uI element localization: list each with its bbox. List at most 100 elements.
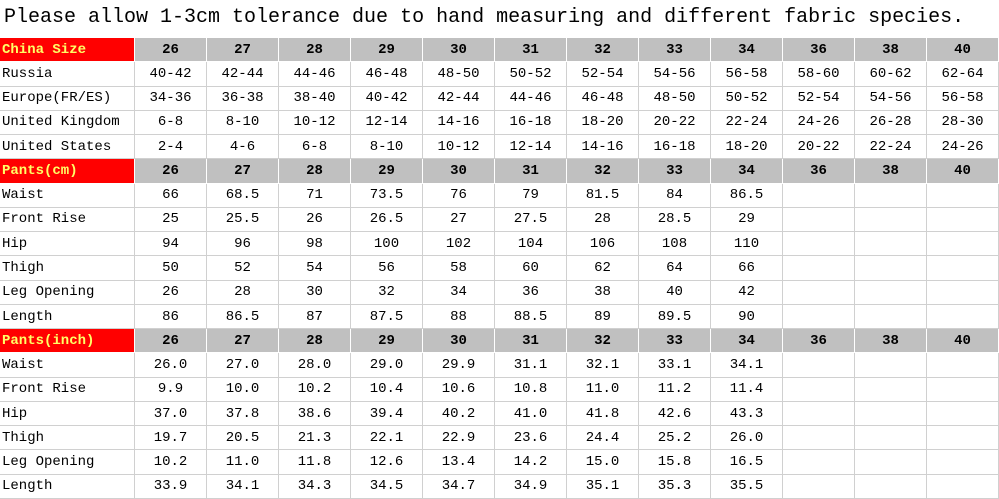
table-cell: 10.2: [135, 450, 207, 475]
table-cell: 28: [567, 207, 639, 233]
row-label: Thigh: [0, 256, 135, 281]
table-cell: [783, 401, 855, 427]
table-cell: 8-10: [207, 110, 279, 136]
table-cell: 40.2: [423, 401, 495, 427]
table-cell: 44-46: [279, 62, 351, 87]
table-cell: 88: [423, 304, 495, 330]
table-cell: 62-64: [927, 62, 999, 87]
table-cell: 27: [423, 207, 495, 233]
table-cell: 88.5: [495, 304, 567, 330]
row-label: Waist: [0, 353, 135, 378]
table-cell: 36: [495, 280, 567, 305]
table-cell: [855, 280, 927, 305]
table-cell: [783, 450, 855, 475]
table-cell: 40: [927, 38, 999, 63]
table-cell: [855, 353, 927, 378]
table-cell: 14.2: [495, 450, 567, 475]
row-label: Russia: [0, 62, 135, 87]
table-cell: 10-12: [423, 135, 495, 160]
table-cell: 96: [207, 232, 279, 257]
table-cell: 40: [927, 159, 999, 184]
table-cell: 71: [279, 183, 351, 208]
table-cell: [783, 426, 855, 451]
table-cell: 26-28: [855, 110, 927, 136]
table-cell: 86.5: [711, 183, 783, 208]
table-cell: 106: [567, 232, 639, 257]
table-cell: 60-62: [855, 62, 927, 87]
row-label: Waist: [0, 183, 135, 208]
table-cell: 34: [423, 280, 495, 305]
row-label: China Size: [0, 38, 135, 63]
table-cell: 90: [711, 304, 783, 330]
table-cell: 10-12: [279, 110, 351, 136]
table-cell: 28: [279, 38, 351, 63]
table-cell: 30: [423, 159, 495, 184]
table-cell: 18-20: [567, 110, 639, 136]
table-cell: 42-44: [423, 86, 495, 111]
row-label: Front Rise: [0, 207, 135, 233]
table-cell: 66: [135, 183, 207, 208]
table-cell: 28: [207, 280, 279, 305]
table-cell: 26: [135, 159, 207, 184]
table-cell: 34.5: [351, 474, 423, 499]
table-cell: 38: [855, 159, 927, 184]
table-cell: 32: [567, 159, 639, 184]
title: Please allow 1-3cm tolerance due to hand…: [4, 6, 965, 29]
table-cell: 19.7: [135, 426, 207, 451]
table-cell: 10.4: [351, 377, 423, 402]
table-cell: 11.4: [711, 377, 783, 402]
table-cell: 41.0: [495, 401, 567, 427]
table-cell: 10.8: [495, 377, 567, 402]
table-cell: [927, 304, 999, 330]
table-cell: [783, 183, 855, 208]
table-cell: 10.6: [423, 377, 495, 402]
table-cell: [927, 280, 999, 305]
table-cell: 11.8: [279, 450, 351, 475]
row-label: Pants(inch): [0, 329, 135, 354]
table-cell: 42.6: [639, 401, 711, 427]
table-cell: 79: [495, 183, 567, 208]
table-cell: 27: [207, 329, 279, 354]
table-cell: [927, 183, 999, 208]
table-cell: [927, 474, 999, 499]
table-cell: 86.5: [207, 304, 279, 330]
table-cell: 27: [207, 38, 279, 63]
table-cell: 36: [783, 159, 855, 184]
table-cell: 36: [783, 329, 855, 354]
table-cell: 18-20: [711, 135, 783, 160]
table-cell: 32: [567, 38, 639, 63]
table-cell: 40: [927, 329, 999, 354]
table-cell: 29.0: [351, 353, 423, 378]
table-cell: 39.4: [351, 401, 423, 427]
row-label: Hip: [0, 401, 135, 427]
table-cell: 25: [135, 207, 207, 233]
table-cell: 42-44: [207, 62, 279, 87]
table-cell: 26.0: [711, 426, 783, 451]
table-cell: 26.5: [351, 207, 423, 233]
table-cell: 24-26: [927, 135, 999, 160]
table-cell: 12-14: [495, 135, 567, 160]
table-cell: 22.1: [351, 426, 423, 451]
table-cell: 60: [495, 256, 567, 281]
table-cell: 16-18: [639, 135, 711, 160]
table-cell: 37.0: [135, 401, 207, 427]
table-cell: 6-8: [135, 110, 207, 136]
table-cell: [783, 353, 855, 378]
table-cell: 10.0: [207, 377, 279, 402]
table-cell: 2-4: [135, 135, 207, 160]
table-cell: 89: [567, 304, 639, 330]
row-label: Pants(cm): [0, 159, 135, 184]
row-label: Length: [0, 474, 135, 499]
table-cell: 38: [567, 280, 639, 305]
table-cell: 33: [639, 329, 711, 354]
table-cell: [783, 207, 855, 233]
table-cell: 87.5: [351, 304, 423, 330]
table-cell: 12-14: [351, 110, 423, 136]
table-cell: 20-22: [783, 135, 855, 160]
table-cell: 35.5: [711, 474, 783, 499]
table-cell: 36: [783, 38, 855, 63]
table-cell: 6-8: [279, 135, 351, 160]
table-cell: 28: [279, 159, 351, 184]
table-cell: 25.5: [207, 207, 279, 233]
table-cell: 34.1: [207, 474, 279, 499]
